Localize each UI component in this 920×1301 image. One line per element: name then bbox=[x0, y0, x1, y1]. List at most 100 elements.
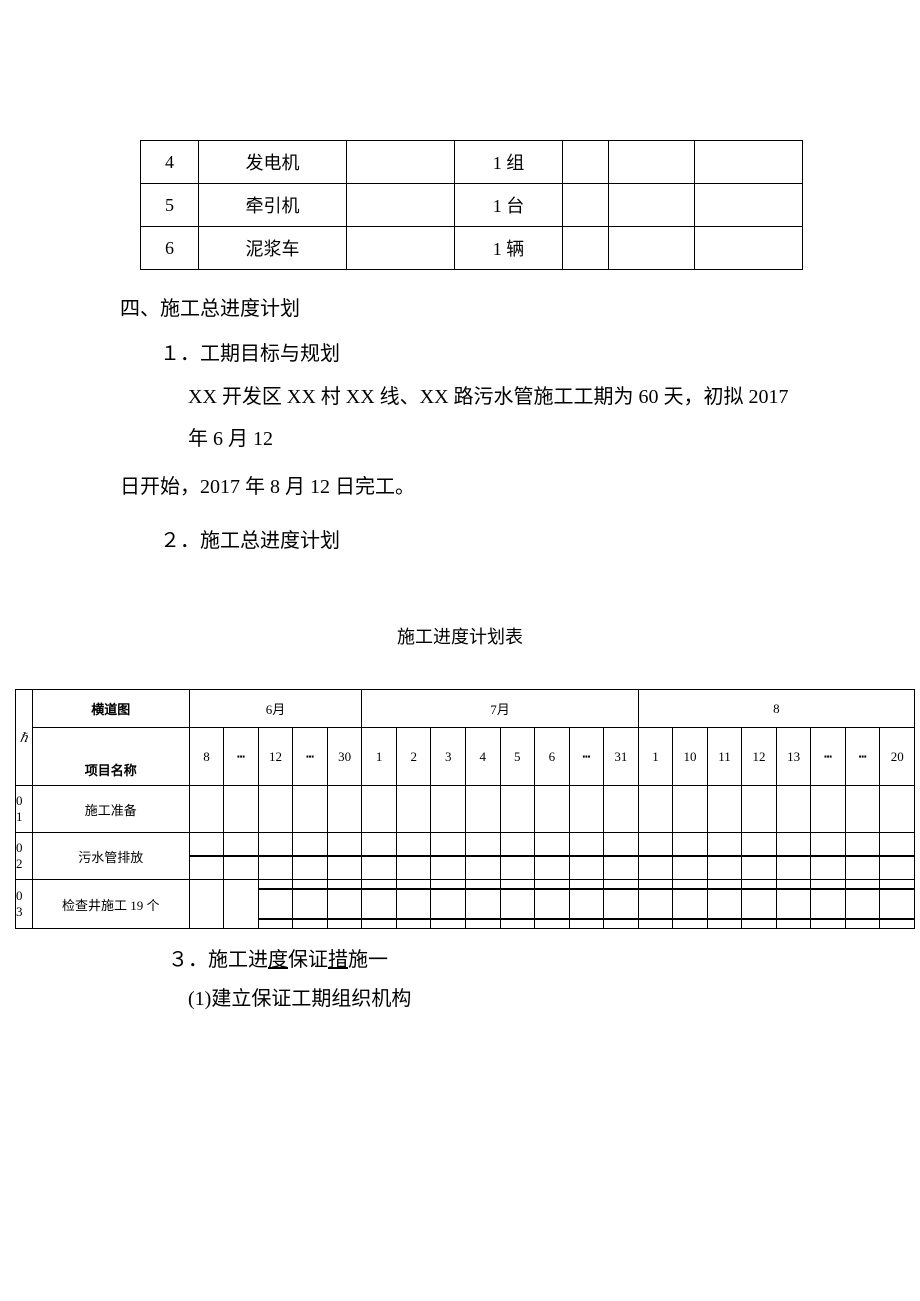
paragraph-line-2: 日开始，2017 年 8 月 12 日完工。 bbox=[120, 466, 810, 508]
schedule-day-header: ┅ bbox=[293, 728, 328, 786]
schedule-month-header: 6月 bbox=[189, 690, 362, 728]
subsection-3-heading: ３．施工进度保证措施一 bbox=[168, 943, 810, 972]
gantt-cell bbox=[362, 880, 397, 929]
gantt-cell bbox=[431, 786, 466, 833]
equipment-cell-name: 发电机 bbox=[199, 141, 347, 184]
schedule-gantt-table: ℏ横道图6月7月8项目名称8┅12┅30123456┅31110111213┅┅… bbox=[15, 689, 915, 929]
schedule-day-header: 1 bbox=[638, 728, 673, 786]
gantt-cell bbox=[396, 786, 431, 833]
schedule-day-header: 12 bbox=[742, 728, 777, 786]
schedule-idx-top: 0 bbox=[16, 840, 23, 855]
schedule-day-header: 10 bbox=[673, 728, 708, 786]
equipment-cell-name: 牵引机 bbox=[199, 184, 347, 227]
gantt-cell bbox=[362, 786, 397, 833]
gantt-cell bbox=[500, 833, 535, 880]
schedule-day-header: 20 bbox=[880, 728, 915, 786]
gantt-cell bbox=[500, 786, 535, 833]
gantt-cell bbox=[776, 786, 811, 833]
gantt-cell bbox=[742, 880, 777, 929]
gantt-cell bbox=[224, 880, 259, 929]
gantt-cell bbox=[327, 880, 362, 929]
gantt-cell bbox=[362, 833, 397, 880]
gantt-cell bbox=[293, 880, 328, 929]
sub3-text-a: ３．施工进 bbox=[168, 949, 268, 971]
schedule-day-header: ┅ bbox=[569, 728, 604, 786]
schedule-day-header: 12 bbox=[258, 728, 293, 786]
gantt-cell bbox=[396, 880, 431, 929]
sub3-text-c: 施一 bbox=[348, 949, 388, 971]
equipment-cell-c6 bbox=[609, 227, 695, 270]
schedule-table-title: 施工进度计划表 bbox=[110, 623, 810, 649]
gantt-cell bbox=[707, 786, 742, 833]
schedule-month-header: 8 bbox=[638, 690, 914, 728]
gantt-cell bbox=[569, 833, 604, 880]
gantt-cell bbox=[258, 786, 293, 833]
gantt-cell bbox=[707, 880, 742, 929]
equipment-cell-qty: 1 组 bbox=[455, 141, 563, 184]
gantt-cell bbox=[535, 786, 570, 833]
gantt-cell bbox=[258, 833, 293, 880]
gantt-cell bbox=[327, 786, 362, 833]
schedule-row-index: 01 bbox=[16, 786, 33, 833]
equipment-cell-c5 bbox=[563, 227, 609, 270]
gantt-cell bbox=[258, 880, 293, 929]
gantt-cell bbox=[293, 786, 328, 833]
equipment-cell-c7 bbox=[695, 141, 803, 184]
schedule-idx-bot: 2 bbox=[16, 856, 23, 871]
gantt-cell bbox=[811, 880, 846, 929]
equipment-cell-c5 bbox=[563, 184, 609, 227]
schedule-row-index: 02 bbox=[16, 833, 33, 880]
equipment-cell-spec bbox=[347, 184, 455, 227]
schedule-row: 03 检查井施工 19 个 bbox=[16, 880, 915, 929]
gantt-cell bbox=[466, 786, 501, 833]
schedule-idx-bot: 3 bbox=[16, 904, 23, 919]
equipment-table: 4发电机1 组5牵引机1 台6泥浆车1 辆 bbox=[140, 140, 803, 270]
equipment-cell-qty: 1 台 bbox=[455, 184, 563, 227]
schedule-day-header: 2 bbox=[396, 728, 431, 786]
gantt-cell bbox=[500, 880, 535, 929]
gantt-cell bbox=[604, 833, 639, 880]
paragraph-line-1: XX 开发区 XX 村 XX 线、XX 路污水管施工工期为 60 天，初拟 20… bbox=[188, 376, 810, 460]
equipment-cell-c5 bbox=[563, 141, 609, 184]
schedule-idx-top: 0 bbox=[16, 888, 23, 903]
gantt-cell bbox=[707, 833, 742, 880]
equipment-cell-c6 bbox=[609, 141, 695, 184]
schedule-day-header: 5 bbox=[500, 728, 535, 786]
gantt-cell bbox=[293, 833, 328, 880]
schedule-row-name: 检查井施工 19 个 bbox=[32, 880, 189, 929]
schedule-row: 02污水管排放 bbox=[16, 833, 915, 880]
sub3-underline-2: 措 bbox=[328, 949, 348, 971]
schedule-day-header: 13 bbox=[776, 728, 811, 786]
equipment-row: 6泥浆车1 辆 bbox=[141, 227, 803, 270]
sub3-underline-1: 度 bbox=[268, 949, 288, 971]
subsection-1-heading: １．工期目标与规划 bbox=[160, 337, 810, 366]
schedule-day-header: 3 bbox=[431, 728, 466, 786]
sub3-text-b: 保证 bbox=[288, 949, 328, 971]
gantt-cell bbox=[845, 833, 880, 880]
gantt-cell bbox=[845, 880, 880, 929]
schedule-day-header: ┅ bbox=[224, 728, 259, 786]
gantt-cell bbox=[776, 833, 811, 880]
equipment-cell-name: 泥浆车 bbox=[199, 227, 347, 270]
gantt-cell bbox=[845, 786, 880, 833]
schedule-row-name: 施工准备 bbox=[32, 786, 189, 833]
gantt-cell bbox=[776, 880, 811, 929]
schedule-day-header: 30 bbox=[327, 728, 362, 786]
schedule-day-header: 8 bbox=[189, 728, 224, 786]
gantt-cell bbox=[742, 833, 777, 880]
gantt-cell bbox=[224, 833, 259, 880]
schedule-idx-bot: 1 bbox=[16, 809, 23, 824]
gantt-cell bbox=[396, 833, 431, 880]
gantt-cell bbox=[880, 786, 915, 833]
gantt-cell bbox=[189, 833, 224, 880]
gantt-cell bbox=[742, 786, 777, 833]
equipment-cell-qty: 1 辆 bbox=[455, 227, 563, 270]
schedule-month-header: 7月 bbox=[362, 690, 638, 728]
gantt-cell bbox=[569, 880, 604, 929]
schedule-day-header: 11 bbox=[707, 728, 742, 786]
schedule-row: 01施工准备 bbox=[16, 786, 915, 833]
gantt-cell bbox=[569, 786, 604, 833]
gantt-cell bbox=[880, 833, 915, 880]
gantt-cell bbox=[604, 880, 639, 929]
gantt-cell bbox=[431, 833, 466, 880]
